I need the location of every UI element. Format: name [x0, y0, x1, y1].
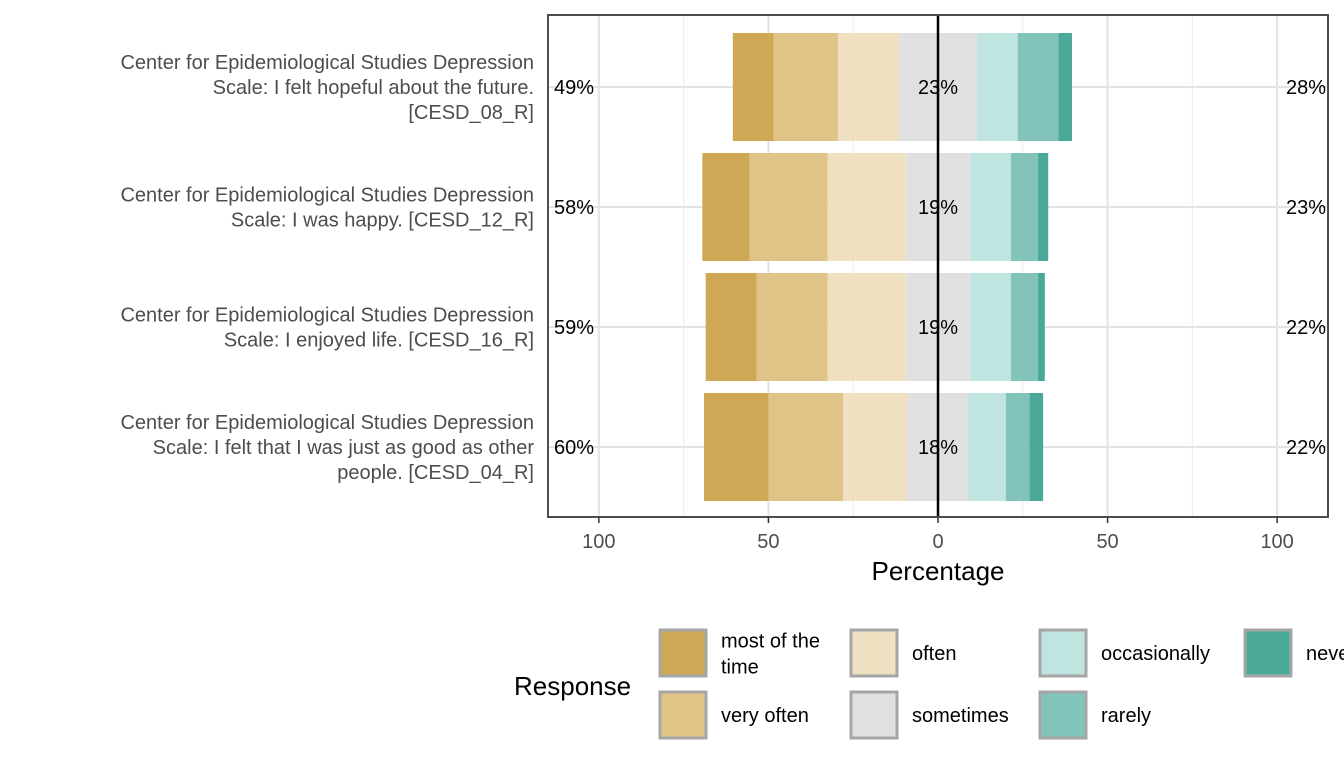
y-axis-label: Center for Epidemiological Studies Depre… [120, 305, 534, 327]
legend-key [658, 628, 708, 678]
legend-label: never [1306, 643, 1344, 665]
legend-key [1243, 628, 1293, 678]
bar-segment [1029, 393, 1044, 501]
y-axis-label: Scale: I felt hopeful about the future. [213, 77, 534, 99]
legend-item: sometimes [849, 690, 1009, 740]
legend-key [658, 690, 708, 740]
legend-key [1038, 628, 1088, 678]
x-tick-label: 50 [757, 531, 779, 553]
bars [702, 33, 1072, 501]
legend-label: time [721, 657, 759, 679]
y-axis-label: people. [CESD_04_R] [337, 462, 534, 484]
x-tick-label: 100 [582, 531, 615, 553]
bar-segment [732, 33, 774, 141]
y-axis-label: [CESD_08_R] [408, 102, 534, 124]
percent-labels: 49% 23% 28% 58% 19% 23% 59% 19% 22% 60% 18% 22% [554, 77, 1326, 459]
legend-label: most of the [721, 631, 820, 653]
bar-segment [977, 33, 1018, 141]
x-tick-label: 0 [932, 531, 943, 553]
legend-item: occasionally [1038, 628, 1210, 678]
right-percent-label: 28% [1286, 77, 1326, 99]
center-percent-label: 19% [918, 317, 958, 339]
bar-segment [970, 153, 1011, 261]
y-axis-label: Scale: I felt that I was just as good as… [153, 437, 535, 459]
left-percent-label: 58% [554, 197, 594, 219]
y-axis-label: Center for Epidemiological Studies Depre… [120, 412, 534, 434]
bar-segment [704, 393, 769, 501]
right-percent-label: 23% [1286, 197, 1326, 219]
bar-segment [827, 273, 906, 381]
x-tick-label: 100 [1260, 531, 1293, 553]
bar-segment [756, 273, 828, 381]
right-percent-label: 22% [1286, 437, 1326, 459]
bar-segment [827, 153, 906, 261]
center-percent-label: 18% [918, 437, 958, 459]
y-axis-label: Scale: I enjoyed life. [CESD_16_R] [224, 330, 534, 352]
legend-label: sometimes [912, 705, 1009, 727]
bar-segment [749, 153, 828, 261]
legend-item: rarely [1038, 690, 1151, 740]
bar-segment [705, 273, 757, 381]
y-axis-label: Center for Epidemiological Studies Depre… [120, 52, 534, 74]
bar-segment [970, 273, 1011, 381]
bar-segment [843, 393, 908, 501]
legend-label: often [912, 643, 956, 665]
left-percent-label: 49% [554, 77, 594, 99]
left-percent-label: 59% [554, 317, 594, 339]
bar-segment [968, 393, 1006, 501]
center-percent-label: 19% [918, 197, 958, 219]
legend-item: most of the time [658, 628, 820, 679]
legend-key [849, 690, 899, 740]
legend-item: often [849, 628, 956, 678]
bar-segment [1005, 393, 1030, 501]
right-percent-label: 22% [1286, 317, 1326, 339]
center-percent-label: 23% [918, 77, 958, 99]
x-axis-title: Percentage [872, 556, 1005, 586]
legend-item: never [1243, 628, 1344, 678]
bar-segment [1010, 273, 1039, 381]
legend-label: very often [721, 705, 809, 727]
left-percent-label: 60% [554, 437, 594, 459]
x-axis-ticks: 100 50 0 50 100 [582, 517, 1294, 553]
bar-segment [1038, 273, 1045, 381]
legend-item: very often [658, 690, 809, 740]
bar-segment [1017, 33, 1059, 141]
bar-segment [1038, 153, 1049, 261]
bar-segment [773, 33, 838, 141]
x-tick-label: 50 [1096, 531, 1118, 553]
bar-segment [837, 33, 899, 141]
y-axis-labels: Center for Epidemiological Studies Depre… [120, 52, 534, 484]
legend-title: Response [514, 671, 631, 701]
legend-label: rarely [1101, 705, 1151, 727]
legend-label: occasionally [1101, 643, 1210, 665]
bar-segment [1010, 153, 1039, 261]
bar-segment [768, 393, 844, 501]
legend: Response most of the time very often often so… [514, 628, 1344, 740]
y-axis-label: Center for Epidemiological Studies Depre… [120, 185, 534, 207]
bar-segment [702, 153, 750, 261]
y-axis-label: Scale: I was happy. [CESD_12_R] [231, 210, 534, 232]
legend-key [1038, 690, 1088, 740]
bar-segment [1058, 33, 1072, 141]
legend-key [849, 628, 899, 678]
